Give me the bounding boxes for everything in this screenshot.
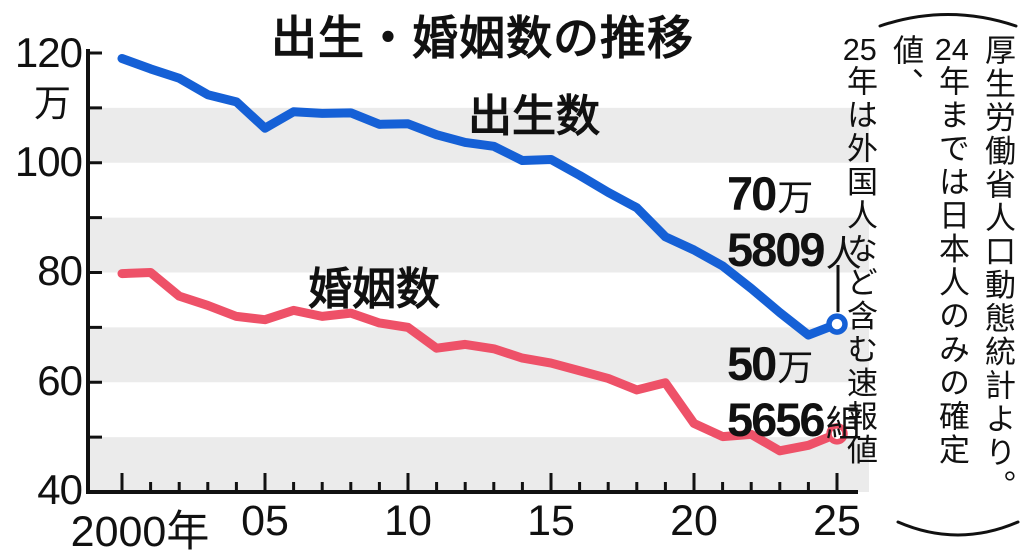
source-note: 厚生労働省人口動態統計より。 24年までは日本人のみの確定値、 25年は外国人な… — [836, 34, 1020, 526]
note-column-1: 厚生労働省人口動態統計より。 — [980, 34, 1015, 503]
note-column-2-text: 年までは日本人のみの確定値、 — [888, 34, 969, 467]
note-year-25: 25 — [842, 34, 877, 65]
y-tick-label-40: 40 — [37, 466, 83, 513]
births-series-label: 出生数 — [468, 92, 600, 141]
x-tick-label-05: 05 — [241, 497, 289, 545]
note-column-3-text: 年は外国人など含む速報値 — [842, 65, 877, 467]
chart-title: 出生・婚姻数の推移 — [271, 12, 694, 64]
marriages-endpoint-marker — [826, 423, 848, 445]
x-tick-label-10: 10 — [384, 497, 432, 545]
note-paren-top-icon — [878, 13, 1018, 28]
births-final-unit: 人 — [825, 233, 862, 274]
y-tick-label-120: 120 — [14, 29, 83, 76]
births-final-rest: 5809 — [727, 223, 826, 276]
marriages-final-unit: 組 — [825, 403, 862, 444]
marriages-final-rest: 5656 — [727, 393, 826, 446]
y-tick-label-100: 100 — [14, 138, 83, 185]
x-tick-label-2000: 2000年 — [70, 508, 210, 555]
grid-bands — [88, 107, 869, 492]
marriages-line — [117, 268, 842, 456]
births-final-value: 70万 5809人 — [727, 170, 862, 284]
marriages-series-label: 婚姻数 — [308, 265, 440, 314]
marriages-final-man: 50 — [727, 337, 777, 390]
marriages-final-value: 50万 5656組 — [727, 340, 862, 454]
births-endpoint-marker — [826, 313, 848, 335]
note-year-24: 24 — [934, 34, 969, 65]
x-tick-label-20: 20 — [670, 497, 718, 545]
x-tick-label-15: 15 — [527, 497, 575, 545]
marriages-final-man-unit: 万 — [777, 347, 814, 388]
births-final-man: 70 — [727, 167, 777, 220]
births-line — [117, 53, 842, 340]
note-paren-bottom-icon — [896, 520, 1020, 537]
note-column-3: 25年は外国人など含む速報値 — [836, 34, 882, 526]
births-final-man-unit: 万 — [777, 177, 814, 218]
y-axis-unit: 万 — [34, 83, 71, 124]
y-tick-label-60: 60 — [37, 357, 83, 404]
note-column-2: 24年までは日本人のみの確定値、 — [882, 34, 974, 526]
y-tick-label-80: 80 — [37, 247, 83, 294]
x-tick-label-25: 25 — [813, 497, 861, 545]
